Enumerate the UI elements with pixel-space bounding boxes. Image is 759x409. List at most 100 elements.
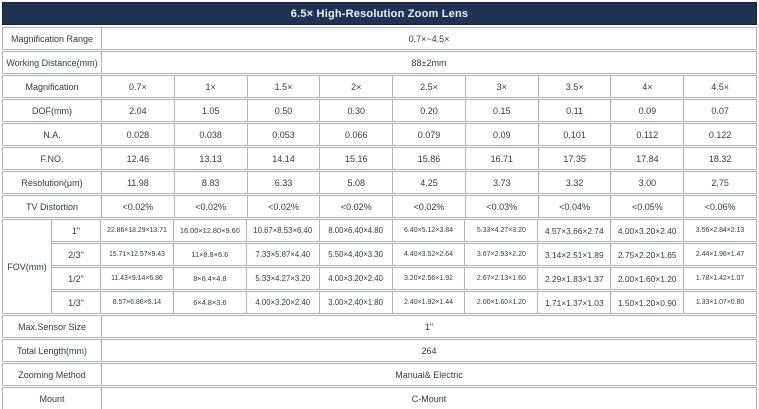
spec-table: Magnification Range 0.7×~4.5× Working Di… xyxy=(2,27,758,409)
spec-cell: 14.14 xyxy=(246,147,321,170)
spec-cell: <0.02% xyxy=(246,195,321,218)
row-value: 88±2mm xyxy=(101,51,757,74)
spec-cell: 2.40×1.92×1.44 xyxy=(391,291,466,314)
row-label: Resolution(μm) xyxy=(2,171,102,194)
spec-cell: 0.50 xyxy=(246,99,321,122)
spec-cell: 1× xyxy=(173,75,248,98)
row-label: Total Length(mm) xyxy=(2,339,102,362)
spec-cell: 2.5× xyxy=(392,75,466,98)
spec-cell: 1.5× xyxy=(246,75,321,98)
row-label: TV Distortion xyxy=(2,195,102,218)
spec-cell: 3.5× xyxy=(537,75,612,98)
spec-cell: 0.11 xyxy=(537,99,612,122)
spec-cell: <0.03% xyxy=(464,195,539,218)
spec-cell: 2.29×1.83×1.37 xyxy=(537,267,612,290)
spec-cell: 6×4.8×3.6 xyxy=(172,291,247,314)
table-row: Magnification 0.7× 1× 1.5× 2× 2.5× 3× 3.5× 4× 4.… xyxy=(2,75,758,98)
spec-cell: 17.84 xyxy=(610,147,685,170)
spec-cell: 0.15 xyxy=(464,99,539,122)
sensor-size-label: 1/3" xyxy=(51,291,101,314)
spec-cell: 0.038 xyxy=(173,123,248,146)
spec-cell: 2.75 xyxy=(683,171,758,194)
spec-cell: 13.13 xyxy=(173,147,248,170)
spec-cell: 22.86×18.29×13.71 xyxy=(100,219,174,242)
spec-cell: 3× xyxy=(464,75,539,98)
spec-cell: 4× xyxy=(610,75,685,98)
row-value: 1" xyxy=(101,315,757,338)
spec-cell: <0.05% xyxy=(610,195,685,218)
spec-cell: 5.50×4.40×3.30 xyxy=(318,243,393,266)
spec-cell: <0.04% xyxy=(537,195,612,218)
fov-row: 2/3" 15.71×12.57×9.43 11×8.8×6.6 7.33×5.87… xyxy=(51,243,758,266)
spec-cell: 2.00×1.60×1.20 xyxy=(610,267,685,290)
table-row: Magnification Range 0.7×~4.5× xyxy=(2,27,757,50)
spec-cell: 4.00×3.20×2.40 xyxy=(245,291,320,314)
table-row: TV Distortion <0.02% <0.02% <0.02% <0.02% <0… xyxy=(2,195,758,218)
spec-cell: 2× xyxy=(319,75,394,98)
spec-cell: 3.20×2.56×1.92 xyxy=(391,267,466,290)
row-label: Zooming Method xyxy=(2,363,102,386)
spec-cell: 3.00 xyxy=(610,171,685,194)
row-label: Magnification Range xyxy=(2,27,102,50)
spec-cell: 5.33×4.27×3.20 xyxy=(245,267,320,290)
spec-cell: 0.053 xyxy=(246,123,321,146)
spec-cell: 3.32 xyxy=(537,171,612,194)
table-row: Zooming Method Manual& Electric xyxy=(2,363,757,386)
spec-cell: 0.09 xyxy=(464,123,539,146)
spec-cell: 2.67×2.13×1.60 xyxy=(464,267,539,290)
row-label: Max.Sensor Size xyxy=(2,315,102,338)
table-row: Max.Sensor Size 1" xyxy=(2,315,757,338)
fov-row: 1/2" 11.43×9.14×6.86 8×6.4×4.8 5.33×4.27×3… xyxy=(51,267,758,290)
spec-cell: 0.07 xyxy=(683,99,758,122)
spec-cell: 15.86 xyxy=(392,147,466,170)
row-label: Magnification xyxy=(2,75,102,98)
spec-cell: 1.78×1.42×1.07 xyxy=(683,267,758,290)
spec-cell: 11.43×9.14×6.86 xyxy=(100,267,174,290)
spec-cell: 3.56×2.84×2.13 xyxy=(683,219,758,242)
spec-cell: 10.67×8.53×6.40 xyxy=(245,219,320,242)
row-label: DOF(mm) xyxy=(2,99,102,122)
spec-cell: 0.7× xyxy=(101,75,175,98)
table-row: N.A. 0.028 0.038 0.053 0.066 0.079 0.09 0.101 0… xyxy=(2,123,758,146)
row-label: N.A. xyxy=(2,123,102,146)
spec-cell: <0.02% xyxy=(173,195,248,218)
spec-cell: 0.079 xyxy=(392,123,466,146)
sensor-size-label: 1" xyxy=(51,219,101,242)
spec-cell: 4.5× xyxy=(683,75,758,98)
spec-cell: 18.32 xyxy=(683,147,758,170)
spec-cell: 11×8.8×6.6 xyxy=(172,243,247,266)
spec-cell: 0.122 xyxy=(683,123,758,146)
row-label: Mount xyxy=(2,387,102,409)
table-row: Resolution(μm) 11.98 8.83 6.33 5.08 4.25 3.73… xyxy=(2,171,758,194)
table-row: Total Length(mm) 264 xyxy=(2,339,757,362)
spec-cell: 17.35 xyxy=(537,147,612,170)
spec-cell: 8×6.4×4.8 xyxy=(172,267,247,290)
spec-cell: 15.71×12.57×9.43 xyxy=(100,243,174,266)
table-row: Mount C-Mount xyxy=(2,387,757,409)
spec-cell: 7.33×5.87×4.40 xyxy=(245,243,320,266)
table-row: DOF(mm) 2.04 1.05 0.50 0.30 0.20 0.15 0.11 0.09… xyxy=(2,99,758,122)
spec-cell: 2.00×1.60×1.20 xyxy=(464,291,539,314)
sensor-size-label: 1/2" xyxy=(51,267,101,290)
spec-cell: 4.25 xyxy=(392,171,466,194)
spec-cell: 5.08 xyxy=(319,171,394,194)
row-value: C-Mount xyxy=(101,387,757,409)
fov-group-label: FOV(mm) xyxy=(2,219,52,314)
spec-cell: 3.67×2.93×2.20 xyxy=(464,243,539,266)
spec-cell: 4.00×3.20×2.40 xyxy=(610,219,685,242)
spec-cell: <0.02% xyxy=(392,195,466,218)
spec-cell: 1.05 xyxy=(173,99,248,122)
spec-cell: 2.44×1.96×1.47 xyxy=(683,243,758,266)
spec-cell: 8.83 xyxy=(173,171,248,194)
spec-cell: <0.02% xyxy=(101,195,175,218)
spec-cell: 16.00×12.80×9.60 xyxy=(172,219,247,242)
fov-row-group: FOV(mm) 1" 22.86×18.29×13.71 16.00×12.80×… xyxy=(2,219,758,314)
row-value: Manual& Electric xyxy=(101,363,757,386)
fov-rows: 1" 22.86×18.29×13.71 16.00×12.80×9.60 10.6… xyxy=(51,219,758,314)
spec-cell: 4.00×3.20×2.40 xyxy=(318,267,393,290)
spec-cell: 16.71 xyxy=(464,147,539,170)
spec-cell: 0.101 xyxy=(537,123,612,146)
spec-cell: 0.112 xyxy=(610,123,685,146)
spec-cell: 11.98 xyxy=(101,171,175,194)
